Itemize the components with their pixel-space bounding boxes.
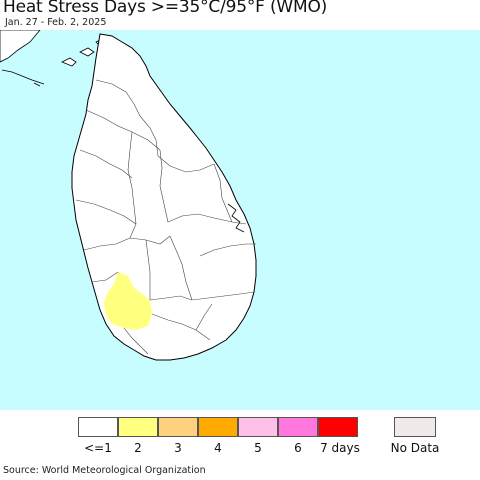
- india-coast: [0, 30, 41, 63]
- legend-swatch-6: [278, 417, 318, 437]
- legend-swatch-3: [158, 417, 198, 437]
- sri-lanka-landmass: [71, 33, 257, 361]
- legend-label-7: 7 days: [320, 441, 360, 455]
- legend-label-2: 2: [134, 441, 142, 455]
- page-title: Heat Stress Days >=35°C/95°F (WMO): [3, 0, 328, 17]
- legend-label-5: 5: [254, 441, 262, 455]
- legend-swatch-7: [318, 417, 358, 437]
- legend-label-1: <=1: [84, 441, 112, 455]
- district-borders: [75, 79, 256, 355]
- legend-label-4: 4: [214, 441, 222, 455]
- legend-swatch-2: [118, 417, 158, 437]
- east-coast-lagoons: [227, 203, 245, 233]
- legend-label-6: 6: [294, 441, 302, 455]
- map-area[interactable]: [0, 30, 480, 410]
- date-range: Jan. 27 - Feb. 2, 2025: [5, 17, 107, 28]
- source-attribution: Source: World Meteorological Organizatio…: [3, 465, 206, 476]
- legend-swatch-4: [198, 417, 238, 437]
- legend-label-no-data: No Data: [390, 441, 440, 455]
- legend-swatch-5: [238, 417, 278, 437]
- adams-bridge: [1, 69, 45, 87]
- legend-label-3: 3: [174, 441, 182, 455]
- legend-swatch-no-data: [394, 417, 436, 437]
- legend-swatch-1: [78, 417, 118, 437]
- map-svg: [0, 30, 257, 361]
- heat-stress-region: [104, 272, 152, 330]
